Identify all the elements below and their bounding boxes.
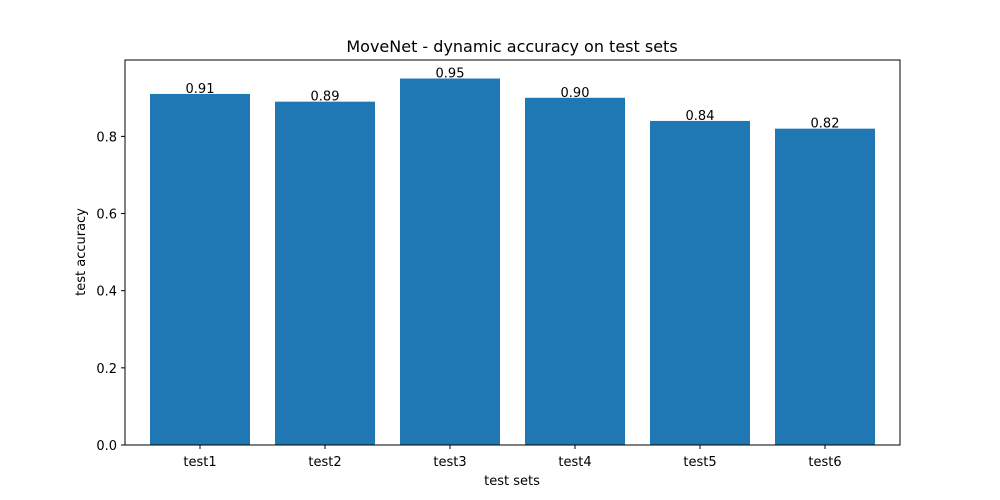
bar-test1 [150, 93, 250, 445]
x-tick-label-test4: test4 [558, 455, 591, 470]
y-tick-label-0.2: 0.2 [96, 362, 117, 377]
y-tick-label-0.8: 0.8 [96, 130, 117, 145]
chart-title: MoveNet - dynamic accuracy on test sets [346, 37, 677, 56]
bar-test4 [525, 97, 625, 446]
bar-test5 [650, 120, 750, 445]
data-label-test5: 0.84 [686, 109, 715, 124]
data-labels-group: 0.91 0.89 0.95 0.90 0.84 0.82 [186, 67, 840, 132]
y-axis: 0.0 0.2 0.4 0.6 0.8 [96, 130, 125, 454]
data-label-test1: 0.91 [186, 82, 215, 97]
x-tick-label-test2: test2 [308, 455, 341, 470]
x-axis: test1 test2 test3 test4 test5 test6 [183, 445, 842, 470]
y-axis-label: test accuracy [74, 208, 89, 296]
x-tick-label-test3: test3 [433, 455, 466, 470]
x-axis-label: test sets [484, 474, 540, 489]
x-tick-label-test6: test6 [808, 455, 841, 470]
data-label-test6: 0.82 [811, 117, 840, 132]
y-tick-label-0.0: 0.0 [96, 439, 117, 454]
bar-test2 [275, 101, 375, 445]
bar-test3 [400, 78, 500, 446]
data-label-test3: 0.95 [436, 67, 465, 82]
data-label-test2: 0.89 [311, 90, 340, 105]
data-label-test4: 0.90 [561, 86, 590, 101]
y-tick-label-0.4: 0.4 [96, 285, 117, 300]
y-tick-label-0.6: 0.6 [96, 208, 117, 223]
plot-frame [124, 59, 901, 446]
x-tick-label-test5: test5 [683, 455, 716, 470]
bars-group [150, 78, 875, 446]
bar-test6 [775, 128, 875, 445]
x-tick-label-test1: test1 [183, 455, 216, 470]
